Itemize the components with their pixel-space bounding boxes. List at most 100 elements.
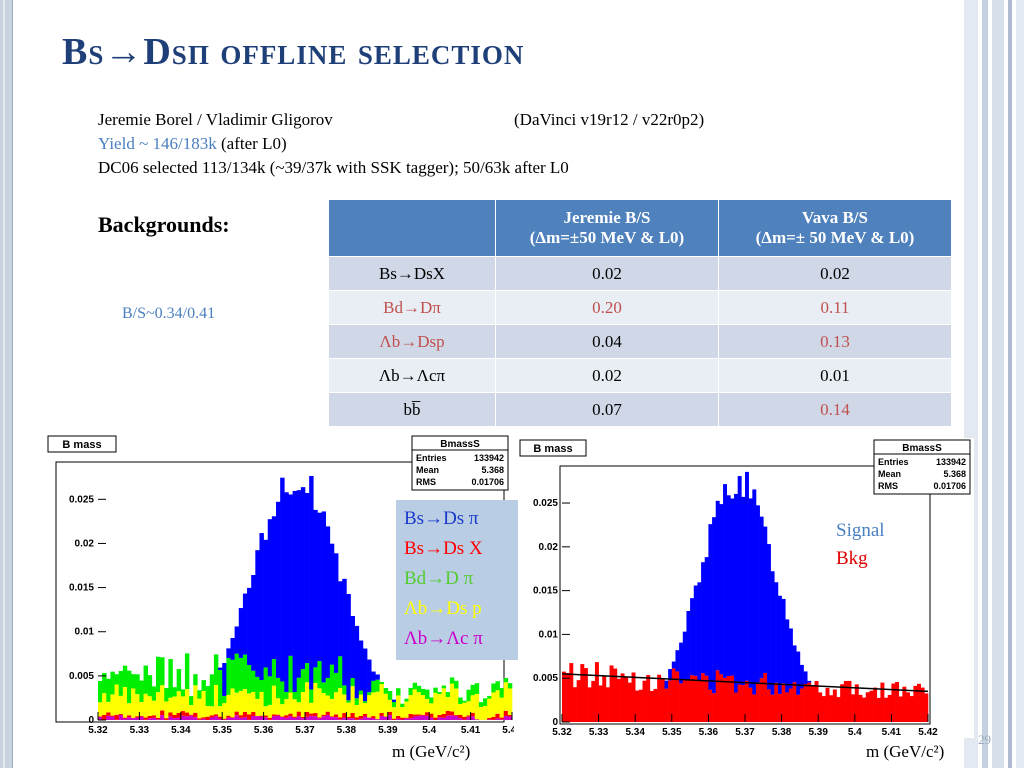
histogram-bin-bkg — [400, 717, 405, 720]
histogram-bin-bkg — [416, 685, 422, 693]
histogram-bin-signal — [247, 587, 252, 666]
histogram-bin-bkg — [184, 712, 190, 717]
histogram-bin-bkg — [396, 695, 401, 717]
histogram-bin-bkg — [726, 675, 731, 722]
histogram-bin-bkg — [433, 692, 438, 718]
histogram-bin-bkg — [495, 681, 500, 691]
histogram-bin-bkg — [503, 710, 509, 716]
histogram-bin-bkg — [238, 657, 244, 691]
histogram-bin-bkg — [454, 714, 459, 716]
histogram-bin-bkg — [441, 685, 447, 689]
histogram-bin-bkg — [412, 716, 418, 720]
histogram-bin-signal — [391, 699, 397, 702]
histogram-bin-bkg — [441, 717, 447, 720]
histogram-bin-bkg — [429, 697, 434, 704]
histogram-bin-bkg — [445, 696, 451, 711]
histogram-bin-bkg — [118, 670, 124, 696]
histogram-bin-bkg — [189, 705, 194, 715]
histogram-bin-signal — [230, 638, 235, 660]
histogram-bin-bkg — [759, 678, 764, 722]
histogram-bin-bkg — [404, 701, 409, 718]
histogram-bin-bkg — [781, 683, 786, 722]
histogram-bin-bkg — [226, 657, 231, 695]
histogram-bin-bkg — [770, 694, 775, 722]
histogram-bin-signal — [309, 476, 314, 690]
histogram-bin-bkg — [379, 684, 384, 714]
histogram-bin-signal — [759, 516, 764, 679]
histogram-bin-signal — [242, 593, 248, 655]
histogram-bin-signal — [803, 671, 808, 684]
table-row: Bs→DsX 0.02 0.02 — [328, 256, 952, 291]
histogram-bin-bkg — [441, 714, 447, 718]
histogram-bin-bkg — [449, 677, 455, 684]
histogram-bin-bkg — [880, 682, 885, 722]
histogram-bin-bkg — [242, 654, 248, 690]
yield-note: (after L0) — [221, 134, 287, 153]
histogram-bin-bkg — [723, 677, 727, 722]
histogram-bin-bkg — [110, 671, 115, 695]
histogram-bin-signal — [222, 663, 227, 696]
histogram-bin-bkg — [487, 718, 492, 720]
histogram-bin-bkg — [425, 715, 430, 720]
histogram-bin-bkg — [425, 712, 430, 716]
histogram-bin-bkg — [160, 685, 165, 711]
histogram-bin-signal — [338, 581, 343, 657]
histogram-bin-signal — [321, 511, 326, 683]
histogram-bin-bkg — [449, 711, 455, 716]
histogram-bin-bkg — [180, 715, 186, 720]
histogram-bin-signal — [777, 595, 782, 694]
histogram-bin-bkg — [362, 713, 368, 717]
histogram-bin-bkg — [346, 702, 351, 717]
histogram-bin-bkg — [110, 715, 115, 717]
histogram-bin-bkg — [180, 711, 186, 716]
histogram-bin-bkg — [478, 707, 484, 720]
histogram-bin-bkg — [876, 697, 881, 722]
left-decor-stripe — [3, 0, 5, 768]
histogram-bin-bkg — [139, 716, 144, 720]
histogram-bin-bkg — [449, 683, 455, 712]
left-stats-mean-label: Mean — [416, 465, 439, 475]
histogram-bin-bkg — [193, 717, 198, 720]
histogram-bin-signal — [693, 585, 698, 676]
histogram-bin-bkg — [358, 694, 364, 716]
histogram-bin-bkg — [333, 714, 339, 718]
histogram-bin-signal — [317, 512, 322, 662]
histogram-bin-signal — [362, 648, 368, 702]
histogram-bin-bkg — [135, 716, 140, 718]
histogram-bin-bkg — [416, 714, 422, 716]
histogram-bin-bkg — [362, 716, 368, 720]
histogram-bin-bkg — [495, 718, 500, 720]
histogram-bin-signal — [748, 498, 753, 688]
histogram-bin-signal — [238, 608, 244, 658]
histogram-bin-signal — [719, 504, 724, 675]
y-tick-label: 0.015 — [533, 586, 558, 597]
histogram-bin-bkg — [367, 695, 372, 718]
histogram-bin-bkg — [242, 689, 248, 712]
x-tick-label: 5.37 — [735, 727, 755, 738]
table-cell-jeremie: 0.02 — [495, 358, 719, 393]
histogram-bin-bkg — [271, 714, 277, 717]
histogram-bin-bkg — [821, 696, 826, 722]
histogram-bin-bkg — [734, 692, 738, 722]
histogram-bin-bkg — [425, 698, 430, 713]
histogram-bin-bkg — [594, 662, 599, 722]
signal-legend: Signal — [836, 520, 885, 541]
histogram-bin-signal — [292, 490, 298, 692]
legend-item-bd-d-pi: Bd→D π — [404, 568, 474, 589]
right-histogram: B mass 5.32 5.33 5.34 5.35 5.36 5.37 5.38 5.39 5… — [514, 438, 974, 738]
histogram-bin-bkg — [321, 693, 326, 715]
histogram-bin-signal — [271, 516, 277, 660]
left-stats-entries-label: Entries — [416, 453, 447, 463]
histogram-bin-bkg — [226, 715, 231, 718]
histogram-bin-signal — [690, 598, 695, 676]
histogram-bin-bkg — [507, 714, 513, 717]
histogram-bin-bkg — [114, 684, 119, 715]
histogram-bin-bkg — [230, 717, 235, 718]
bkg-legend: Bkg — [836, 548, 868, 569]
right-stats-mean: 5.368 — [943, 469, 966, 479]
histogram-bin-bkg — [371, 718, 376, 720]
histogram-bin-bkg — [247, 693, 252, 715]
histogram-bin-bkg — [437, 717, 442, 720]
fit-line — [561, 673, 929, 693]
histogram-bin-bkg — [396, 716, 401, 719]
